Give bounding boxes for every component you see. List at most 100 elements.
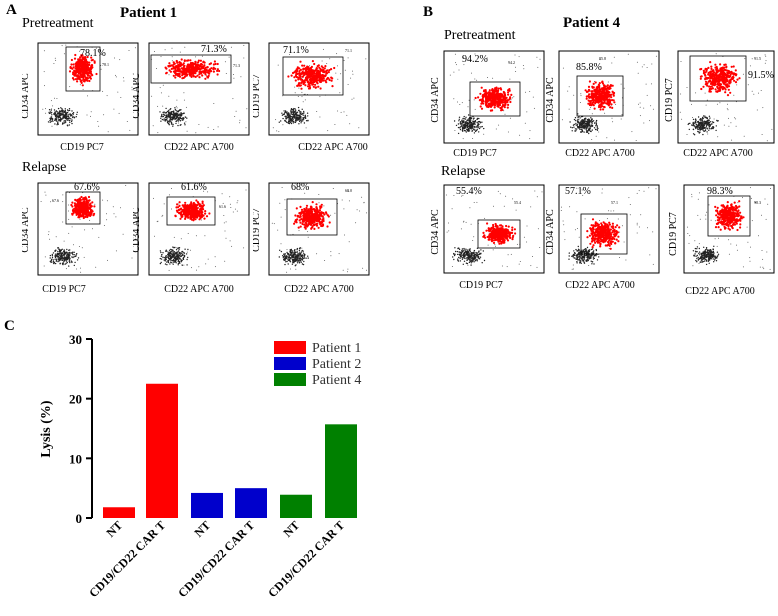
gated-event — [82, 216, 85, 220]
background-event — [578, 122, 580, 124]
background-event — [277, 229, 279, 231]
background-event — [615, 103, 617, 105]
background-event — [627, 53, 629, 55]
gated-event — [306, 209, 309, 212]
gated-event — [319, 206, 322, 209]
background-event — [159, 111, 161, 113]
background-event — [348, 200, 350, 202]
background-event — [68, 252, 70, 254]
gated-event — [597, 98, 600, 101]
background-event — [586, 130, 588, 132]
gated-event — [195, 69, 198, 72]
background-event — [454, 130, 456, 131]
gated-event — [503, 91, 506, 95]
background-event — [72, 112, 75, 114]
background-event — [174, 260, 177, 263]
background-event — [175, 253, 177, 255]
background-event — [195, 56, 197, 58]
gate-percent: 71.3% — [201, 44, 227, 55]
gated-event — [174, 73, 177, 76]
background-event — [62, 251, 65, 253]
gated-event — [312, 81, 315, 84]
background-event — [55, 249, 57, 252]
background-event — [70, 118, 72, 120]
background-event — [636, 61, 638, 63]
gated-event — [314, 215, 317, 218]
gated-event — [606, 84, 609, 87]
background-event — [54, 118, 56, 120]
background-event — [80, 267, 81, 269]
gated-event — [95, 72, 98, 76]
background-event — [290, 256, 293, 258]
background-event — [51, 114, 53, 116]
gated-event — [192, 75, 195, 78]
background-event — [59, 114, 62, 116]
background-event — [524, 122, 526, 124]
background-event — [172, 254, 174, 256]
background-event — [470, 119, 472, 121]
background-event — [639, 106, 641, 108]
background-event — [117, 91, 119, 93]
background-event — [66, 119, 68, 121]
background-event — [180, 114, 183, 117]
gate-value: 67.6 — [52, 198, 59, 203]
background-event — [172, 249, 174, 252]
gated-event — [197, 202, 200, 205]
gated-event — [170, 64, 174, 67]
background-event — [164, 257, 166, 259]
gate-value: 94.2 — [508, 60, 515, 65]
background-event — [699, 131, 701, 133]
background-event — [473, 129, 475, 131]
background-event — [537, 66, 539, 68]
background-event — [236, 202, 238, 204]
background-event — [102, 90, 104, 92]
gated-event — [320, 214, 323, 217]
background-event — [289, 252, 292, 254]
background-event — [284, 112, 286, 114]
gated-event — [299, 225, 302, 228]
background-event — [173, 259, 175, 262]
y-axis-label: CD34 APC — [133, 207, 142, 253]
gated-event — [299, 68, 302, 71]
background-event — [300, 254, 302, 256]
background-event — [221, 193, 223, 195]
gated-event — [83, 206, 86, 209]
background-event — [165, 107, 167, 110]
background-event — [476, 79, 478, 81]
background-event — [182, 117, 184, 120]
background-event — [176, 113, 179, 115]
gated-event — [87, 201, 90, 204]
background-event — [299, 252, 301, 254]
background-event — [66, 109, 69, 111]
gated-event — [80, 79, 83, 82]
background-event — [294, 115, 296, 118]
background-event — [236, 210, 238, 212]
gated-event — [86, 66, 89, 69]
background-event — [204, 235, 206, 237]
gated-event — [90, 56, 93, 59]
background-event — [595, 123, 598, 125]
background-event — [523, 68, 525, 70]
gate-percent: 61.6% — [181, 182, 207, 193]
background-event — [56, 253, 58, 256]
gated-event — [198, 67, 201, 71]
background-event — [299, 110, 301, 113]
background-event — [69, 261, 71, 264]
background-event — [584, 128, 586, 130]
background-event — [513, 96, 515, 98]
background-event — [61, 252, 63, 254]
gated-event — [492, 103, 495, 106]
gated-event — [74, 74, 77, 77]
background-event — [297, 106, 300, 109]
background-event — [49, 121, 51, 124]
background-event — [132, 73, 134, 75]
gated-event — [484, 95, 487, 98]
background-event — [285, 261, 287, 263]
background-event — [169, 263, 171, 265]
background-event — [292, 260, 294, 262]
background-event — [115, 74, 116, 76]
background-event — [54, 262, 57, 265]
background-event — [294, 92, 296, 94]
background-event — [157, 105, 159, 107]
background-event — [59, 263, 61, 265]
